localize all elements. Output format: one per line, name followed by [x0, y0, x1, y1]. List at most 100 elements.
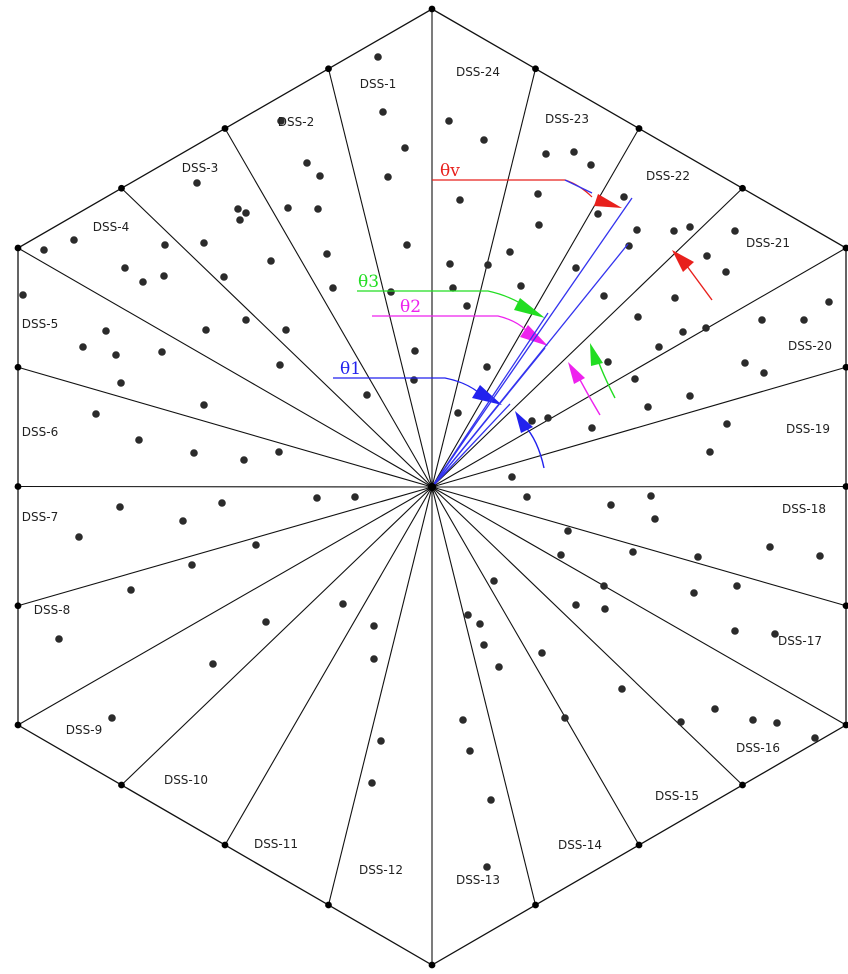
- boundary-vertex: [842, 602, 848, 610]
- sector-boundary-line: [224, 486, 433, 846]
- user-point: [139, 278, 147, 286]
- user-point: [686, 223, 694, 231]
- sector-boundary-line: [224, 128, 433, 488]
- user-point: [75, 533, 83, 541]
- sector-label: DSS-12: [359, 863, 403, 877]
- user-point: [323, 250, 331, 258]
- user-point: [313, 494, 321, 502]
- user-point: [284, 204, 292, 212]
- user-point: [557, 551, 565, 559]
- user-point: [454, 409, 462, 417]
- sector-boundary-line: [17, 247, 433, 488]
- user-point: [466, 747, 474, 755]
- user-point: [218, 499, 226, 507]
- sector-label: DSS-1: [360, 77, 396, 91]
- user-point: [179, 517, 187, 525]
- user-point: [542, 150, 550, 158]
- user-point: [517, 282, 525, 290]
- user-point: [476, 620, 484, 628]
- sector-boundary-line: [17, 486, 433, 607]
- user-point: [694, 553, 702, 561]
- user-point: [368, 779, 376, 787]
- user-point: [771, 630, 779, 638]
- boundary-vertex: [325, 65, 332, 73]
- user-point: [723, 420, 731, 428]
- sector-boundary-line: [431, 485, 847, 488]
- sector-label: DSS-13: [456, 873, 500, 887]
- user-point: [600, 582, 608, 590]
- sector-label: DSS-8: [34, 603, 70, 617]
- sector-label: DSS-19: [786, 422, 830, 436]
- boundary-vertex: [118, 184, 125, 192]
- sector-boundary-line: [17, 486, 433, 726]
- user-point: [459, 716, 467, 724]
- user-point: [377, 737, 385, 745]
- user-point: [384, 173, 392, 181]
- user-point: [276, 361, 284, 369]
- user-point: [690, 589, 698, 597]
- user-point: [490, 577, 498, 585]
- user-point: [534, 190, 542, 198]
- user-point: [570, 148, 578, 156]
- user-point: [484, 261, 492, 269]
- user-point: [483, 863, 491, 871]
- user-point: [158, 348, 166, 356]
- user-point: [601, 605, 609, 613]
- beam-line: [431, 347, 546, 488]
- sector-label: DSS-18: [782, 502, 826, 516]
- user-point: [411, 347, 419, 355]
- user-point: [200, 401, 208, 409]
- user-point: [445, 117, 453, 125]
- user-point: [495, 663, 503, 671]
- user-point: [544, 414, 552, 422]
- user-point: [401, 144, 409, 152]
- user-point: [633, 226, 641, 234]
- user-point: [651, 515, 659, 523]
- boundary-vertex: [221, 125, 229, 132]
- user-point: [374, 53, 382, 61]
- beam-line: [564, 179, 593, 194]
- user-point: [677, 718, 685, 726]
- center-point: [428, 483, 436, 491]
- boundary-vertex: [842, 721, 848, 729]
- user-point: [121, 264, 129, 272]
- user-point: [193, 179, 201, 187]
- user-point: [604, 358, 612, 366]
- boundary-vertex: [14, 244, 22, 252]
- boundary-vertex: [739, 184, 746, 192]
- user-point: [456, 196, 464, 204]
- user-point: [282, 326, 290, 334]
- sector-label: DSS-2: [278, 115, 314, 129]
- user-point: [600, 292, 608, 300]
- sector-boundary-line: [431, 486, 743, 786]
- user-point: [329, 284, 337, 292]
- sector-labels: DSS-1 DSS-2 DSS-3 DSS-4 DSS-5 DSS-6 DSS-7 DSS-8…: [22, 65, 832, 887]
- user-point: [40, 246, 48, 254]
- sector-boundary-line: [17, 366, 433, 488]
- sector-label: DSS-17: [778, 634, 822, 648]
- user-point: [463, 302, 471, 310]
- sector-label: DSS-14: [558, 838, 602, 852]
- user-point: [655, 343, 663, 351]
- sector-label: DSS-21: [746, 236, 790, 250]
- user-point: [117, 379, 125, 387]
- boundary-vertex: [428, 5, 436, 13]
- beam-line: [431, 403, 511, 488]
- user-point: [277, 117, 285, 125]
- user-point: [127, 586, 135, 594]
- user-point: [200, 239, 208, 247]
- user-point: [339, 600, 347, 608]
- user-point: [671, 294, 679, 302]
- user-point: [242, 316, 250, 324]
- sector-label: DSS-3: [182, 161, 218, 175]
- user-point: [70, 236, 78, 244]
- user-point: [644, 403, 652, 411]
- user-point: [588, 424, 596, 432]
- sector-boundary-line: [121, 486, 433, 786]
- theta-3-label: θ3: [358, 272, 379, 292]
- beam-lines: [431, 179, 633, 488]
- user-point: [825, 298, 833, 306]
- boundary-vertex: [532, 65, 539, 73]
- user-point: [403, 241, 411, 249]
